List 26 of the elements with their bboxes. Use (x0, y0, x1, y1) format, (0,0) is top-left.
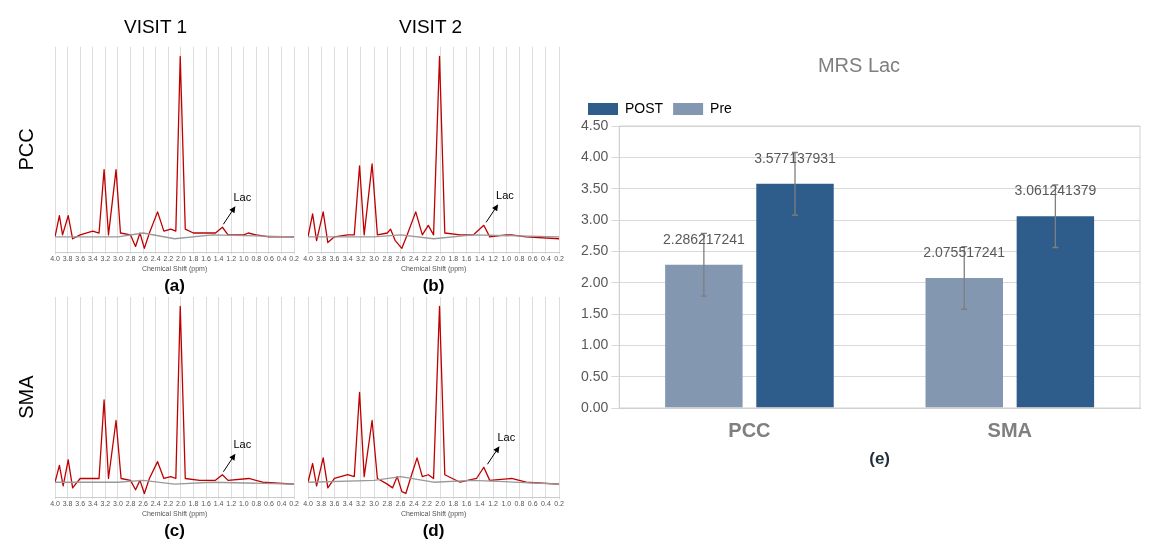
y-tick-label: 4.50 (581, 116, 609, 133)
text: (e) (869, 449, 891, 469)
annotation: Lac (233, 190, 252, 203)
text: (a) (164, 276, 185, 296)
y-tick-label: 1.50 (581, 304, 609, 321)
text: (c) (164, 521, 185, 541)
data-label: 3.577137931 (754, 149, 837, 166)
y-tick-label: 1.00 (581, 336, 609, 353)
legend-label: Pre (710, 99, 733, 116)
chart-title: MRS Lac (817, 53, 901, 76)
chart-title: VISIT 1 (123, 15, 188, 37)
annotation: Lac (496, 188, 515, 201)
annotation: Lac (497, 430, 516, 443)
y-tick-label: 2.00 (581, 273, 609, 290)
y-tick-label: 0.00 (581, 398, 609, 415)
y-tick-label: 3.50 (581, 179, 609, 196)
y-tick-label: 3.00 (581, 210, 609, 227)
annotation: Lac (233, 438, 252, 451)
y-tick-label: 2.50 (581, 242, 609, 259)
text: (d) (422, 521, 445, 541)
y-tick-label: 4.00 (581, 148, 609, 165)
text: (b) (422, 276, 445, 296)
y-tick-label: 0.50 (581, 367, 609, 384)
legend-label: POST (625, 99, 664, 116)
y-axis-title: PCC (14, 128, 37, 171)
chart-title: VISIT 2 (398, 15, 463, 37)
